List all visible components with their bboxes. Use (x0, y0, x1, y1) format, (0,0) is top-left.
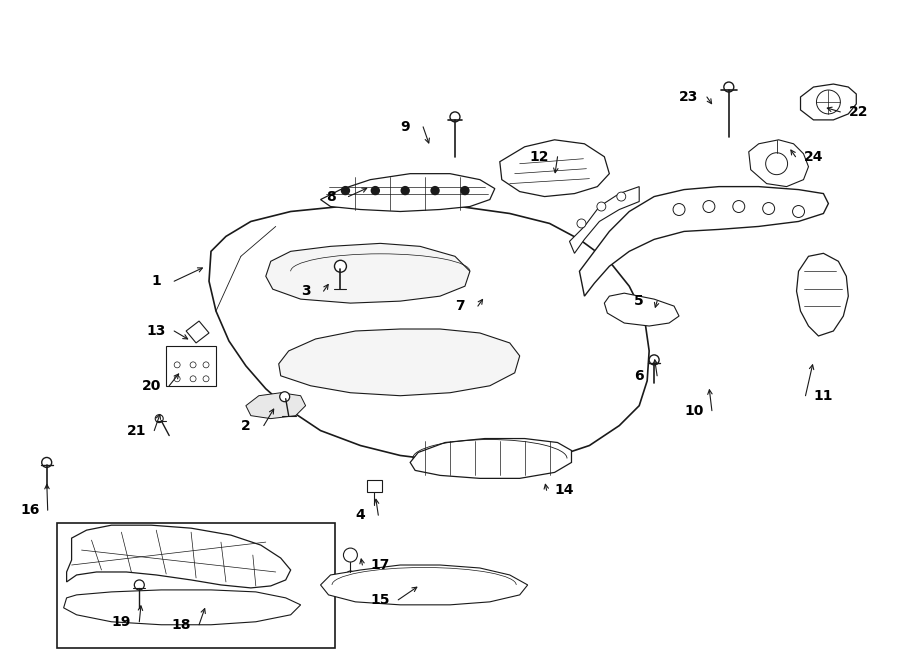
Bar (57, 524, 336, 648)
Circle shape (597, 202, 606, 211)
Circle shape (134, 580, 144, 590)
Text: 23: 23 (680, 90, 698, 104)
Text: 12: 12 (530, 150, 549, 164)
Text: 14: 14 (554, 483, 574, 497)
Circle shape (175, 362, 180, 368)
Circle shape (203, 362, 209, 368)
Polygon shape (570, 186, 639, 253)
Circle shape (673, 204, 685, 215)
Circle shape (346, 571, 355, 579)
Text: 11: 11 (814, 389, 833, 403)
Text: 8: 8 (326, 190, 336, 204)
Polygon shape (800, 84, 856, 120)
Circle shape (203, 376, 209, 382)
Text: 17: 17 (371, 558, 390, 572)
Polygon shape (749, 140, 808, 186)
Text: 13: 13 (147, 324, 166, 338)
Circle shape (190, 376, 196, 382)
Polygon shape (209, 204, 649, 463)
Circle shape (724, 82, 733, 92)
Text: 3: 3 (301, 284, 310, 298)
Circle shape (344, 548, 357, 562)
Polygon shape (410, 438, 572, 479)
Circle shape (335, 260, 346, 272)
Circle shape (450, 112, 460, 122)
Polygon shape (279, 329, 519, 396)
Circle shape (372, 186, 379, 194)
Polygon shape (320, 565, 527, 605)
Polygon shape (67, 525, 291, 588)
Text: 24: 24 (804, 150, 824, 164)
Polygon shape (796, 253, 849, 336)
Text: 9: 9 (400, 120, 410, 134)
Polygon shape (500, 140, 609, 196)
Text: 19: 19 (112, 615, 131, 629)
Polygon shape (580, 186, 828, 296)
Text: 4: 4 (356, 508, 365, 522)
Text: 6: 6 (634, 369, 644, 383)
Circle shape (793, 206, 805, 217)
Circle shape (577, 219, 586, 228)
Circle shape (341, 186, 349, 194)
Text: 7: 7 (455, 299, 464, 313)
Circle shape (190, 362, 196, 368)
Text: 18: 18 (171, 618, 191, 632)
Circle shape (401, 186, 410, 194)
Circle shape (616, 192, 625, 201)
Polygon shape (64, 590, 301, 625)
Circle shape (175, 376, 180, 382)
Polygon shape (604, 293, 679, 326)
Bar (367, 481, 382, 492)
Text: 10: 10 (684, 404, 704, 418)
Circle shape (816, 90, 841, 114)
Polygon shape (266, 243, 470, 303)
Circle shape (733, 200, 745, 212)
Text: 2: 2 (241, 418, 251, 432)
Circle shape (41, 457, 51, 467)
Text: 1: 1 (151, 274, 161, 288)
Circle shape (649, 355, 659, 365)
Circle shape (431, 186, 439, 194)
Circle shape (762, 202, 775, 214)
Circle shape (461, 186, 469, 194)
Text: 15: 15 (371, 593, 390, 607)
Polygon shape (320, 174, 495, 212)
Polygon shape (186, 321, 209, 343)
Text: 16: 16 (20, 503, 40, 518)
Circle shape (703, 200, 715, 212)
Text: 22: 22 (849, 105, 868, 119)
Circle shape (280, 392, 290, 402)
Text: 21: 21 (127, 424, 146, 438)
Circle shape (155, 414, 163, 422)
Bar (166, 346, 216, 386)
Polygon shape (246, 393, 306, 418)
Text: 20: 20 (141, 379, 161, 393)
Text: 5: 5 (634, 294, 644, 308)
